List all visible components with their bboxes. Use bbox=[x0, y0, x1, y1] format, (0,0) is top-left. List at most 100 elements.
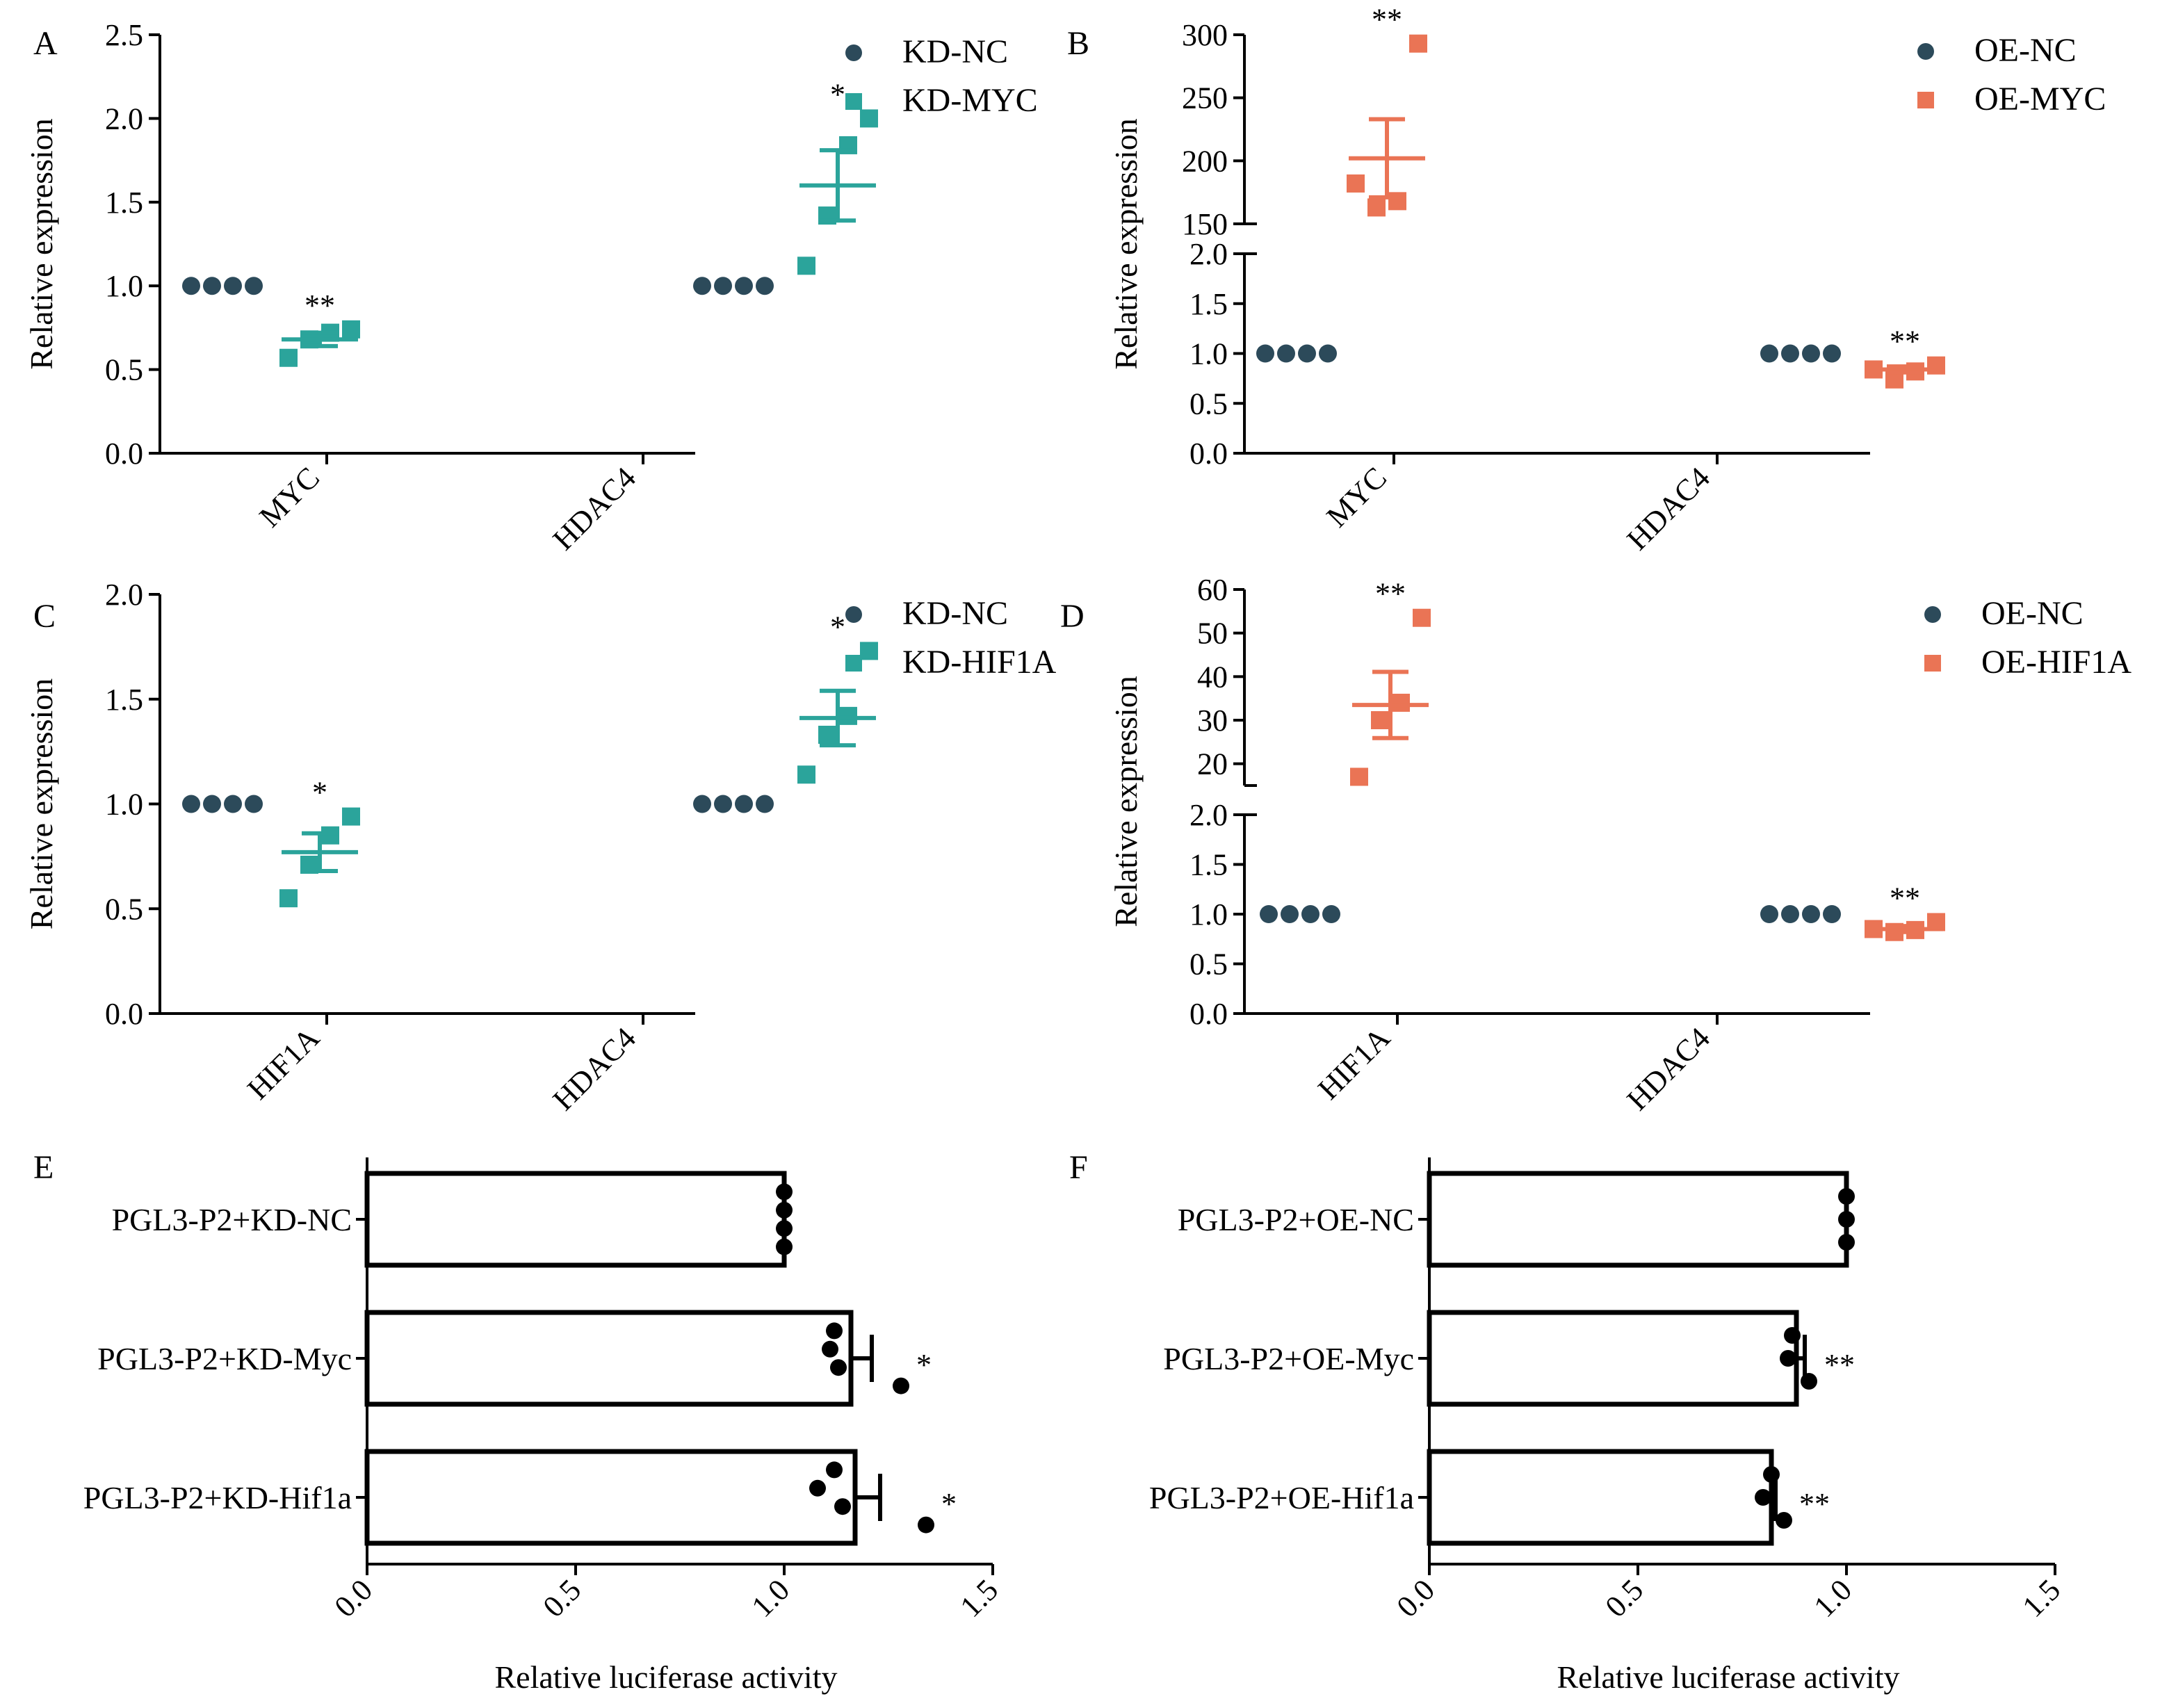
data-point-kd-nc bbox=[203, 277, 221, 295]
x-tick-label: 1.0 bbox=[745, 1572, 797, 1624]
y-tick-label: 50 bbox=[1197, 617, 1228, 651]
data-point-oe-myc bbox=[1409, 34, 1427, 53]
x-tick-label: HDAC4 bbox=[546, 460, 642, 556]
data-point-oe-myc bbox=[1927, 356, 1945, 375]
significance-marker: * bbox=[916, 1348, 932, 1382]
y-tick-label: 60 bbox=[1197, 573, 1228, 607]
x-axis-label: Relative luciferase activity bbox=[1557, 1659, 1900, 1695]
data-point bbox=[809, 1479, 826, 1497]
data-point-kd-hif1a bbox=[321, 826, 339, 845]
x-tick-label: 1.5 bbox=[954, 1572, 1005, 1624]
legend-marker bbox=[845, 44, 862, 61]
data-point bbox=[1801, 1373, 1817, 1390]
y-tick-label: 300 bbox=[1182, 18, 1228, 52]
data-point bbox=[918, 1516, 934, 1534]
data-point-oe-nc bbox=[1256, 344, 1274, 363]
panel-f: F 0.0 0.5 1.0 1.5 Relative luciferase activit… bbox=[1069, 1149, 2067, 1695]
data-point bbox=[776, 1238, 793, 1255]
data-point-oe-hif1a bbox=[1392, 693, 1410, 712]
legend-marker bbox=[1917, 92, 1934, 108]
y-tick-label: 0.0 bbox=[1189, 997, 1228, 1031]
significance-marker: ** bbox=[1375, 577, 1406, 611]
data-point-kd-nc bbox=[224, 795, 242, 813]
bar bbox=[364, 1171, 787, 1268]
y-tick-label: 0.5 bbox=[105, 353, 143, 387]
legend-marker bbox=[845, 606, 862, 623]
data-point-kd-nc bbox=[735, 277, 753, 295]
data-point-kd-nc bbox=[182, 277, 200, 295]
y-axis-label: Relative expression bbox=[24, 118, 59, 370]
y-tick-label: PGL3-P2+KD-Hif1a bbox=[83, 1480, 352, 1515]
data-point-kd-nc bbox=[182, 795, 200, 813]
legend-label: KD-NC bbox=[902, 595, 1008, 632]
data-point-kd-myc bbox=[342, 320, 360, 339]
data-point bbox=[1776, 1512, 1792, 1529]
y-tick-label: 40 bbox=[1197, 660, 1228, 694]
y-axis-label: Relative expression bbox=[1108, 676, 1144, 927]
data-point bbox=[1780, 1350, 1796, 1367]
legend-marker bbox=[845, 93, 862, 110]
data-point-kd-nc bbox=[714, 795, 732, 813]
data-point-kd-hif1a bbox=[342, 807, 360, 826]
data-point-kd-hif1a bbox=[797, 765, 815, 784]
y-tick-label: 200 bbox=[1182, 144, 1228, 178]
legend-label: KD-NC bbox=[902, 33, 1008, 70]
panel-a: A 0.0 0.5 1.0 1.5 2.0 2.5 Relative expression MY… bbox=[24, 18, 1038, 557]
data-point-kd-nc bbox=[203, 795, 221, 813]
data-point-kd-nc bbox=[693, 277, 711, 295]
x-tick-label: 1.5 bbox=[2016, 1572, 2068, 1624]
panel-b: B 150 200 250 300 0.0 0.5 1.0 1.5 2.0 Relative exp… bbox=[1067, 3, 2106, 557]
x-tick-label: MYC bbox=[253, 460, 327, 534]
y-tick-label: 2.0 bbox=[1189, 798, 1228, 832]
y-tick-label: 1.5 bbox=[105, 683, 143, 717]
x-tick-label: 1.0 bbox=[1808, 1572, 1859, 1624]
significance-marker: * bbox=[941, 1487, 957, 1521]
significance-marker: ** bbox=[1799, 1487, 1830, 1521]
data-point-oe-myc bbox=[1367, 198, 1386, 217]
data-point-kd-nc bbox=[756, 277, 774, 295]
data-point bbox=[1755, 1489, 1771, 1506]
y-tick-label: 0.5 bbox=[1189, 947, 1228, 982]
bar bbox=[364, 1310, 854, 1407]
data-point-kd-hif1a bbox=[860, 642, 878, 660]
legend-label: OE-HIF1A bbox=[1981, 644, 2131, 681]
y-tick-label: 250 bbox=[1182, 81, 1228, 115]
y-tick-label: 0.0 bbox=[105, 997, 143, 1031]
panel-letter: E bbox=[33, 1149, 54, 1186]
y-tick-label: 0.0 bbox=[105, 437, 143, 471]
y-tick-label: 1.5 bbox=[105, 186, 143, 220]
y-tick-label: PGL3-P2+KD-Myc bbox=[97, 1341, 352, 1376]
panel-c: C 0.0 0.5 1.0 1.5 2.0 Relative expression HIF1A… bbox=[24, 578, 1057, 1117]
data-point bbox=[1838, 1234, 1855, 1251]
data-point-kd-hif1a bbox=[279, 889, 298, 908]
data-point-oe-nc bbox=[1823, 905, 1841, 923]
significance-marker: ** bbox=[1890, 881, 1920, 915]
y-tick-label: 1.0 bbox=[1189, 897, 1228, 932]
y-tick-label: 1.0 bbox=[105, 269, 143, 303]
data-point bbox=[822, 1340, 838, 1358]
significance-marker: * bbox=[312, 776, 327, 810]
legend-label: KD-MYC bbox=[902, 82, 1038, 119]
data-point bbox=[826, 1461, 843, 1479]
data-point-oe-nc bbox=[1781, 905, 1799, 923]
data-point-oe-nc bbox=[1802, 344, 1820, 363]
data-point bbox=[1784, 1327, 1801, 1344]
data-point-oe-nc bbox=[1301, 905, 1319, 923]
x-tick-label: 0.0 bbox=[1390, 1572, 1442, 1624]
panel-e: E 0.0 0.5 1.0 1.5 Relative luciferase activit… bbox=[33, 1149, 1005, 1695]
data-point bbox=[834, 1498, 851, 1515]
y-tick-label: 2.5 bbox=[105, 18, 143, 52]
legend-label: OE-MYC bbox=[1974, 81, 2106, 117]
data-point-oe-hif1a bbox=[1371, 711, 1389, 729]
data-point-oe-hif1a bbox=[1413, 608, 1431, 627]
panel-d: D 20 30 40 50 60 0.0 0.5 1.0 1.5 2.0 Relative expre… bbox=[1060, 573, 2131, 1117]
data-point bbox=[1838, 1188, 1855, 1205]
x-tick-label: HDAC4 bbox=[546, 1020, 642, 1116]
data-point-kd-nc bbox=[245, 795, 263, 813]
significance-marker: * bbox=[830, 610, 845, 644]
data-point-oe-nc bbox=[1802, 905, 1820, 923]
y-tick-label: 20 bbox=[1197, 747, 1228, 781]
y-axis-label: Relative expression bbox=[1108, 118, 1144, 370]
panel-letter: C bbox=[33, 598, 56, 635]
y-axis-label: Relative expression bbox=[24, 678, 59, 930]
